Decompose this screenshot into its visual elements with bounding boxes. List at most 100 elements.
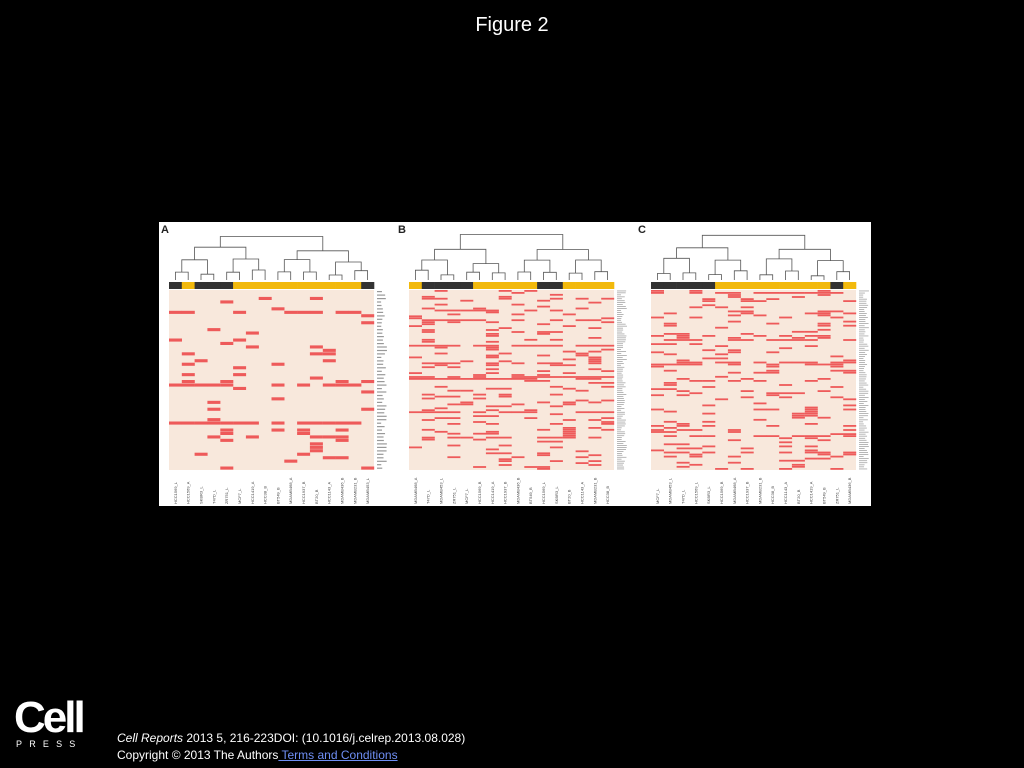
sample-label: HCC1419_A (250, 481, 255, 504)
heatmap-cell (663, 388, 677, 390)
heatmap-cell (676, 335, 690, 337)
heatmap-cell (830, 468, 844, 470)
row-label-mark (377, 429, 383, 431)
row-label-mark (377, 443, 387, 445)
row-label-mark (377, 322, 382, 324)
dendrogram-branch (663, 257, 690, 274)
row-label-mark (617, 439, 622, 440)
row-label-mark (617, 386, 626, 388)
row-label-mark (377, 391, 387, 393)
heatmap-cell (588, 358, 602, 361)
heatmap-cell (588, 327, 602, 329)
heatmap-cell (779, 445, 793, 448)
heatmap-cell (727, 439, 741, 442)
row-label-mark (377, 467, 383, 469)
terms-link[interactable]: Terms and Conditions (278, 748, 398, 762)
row-label-mark (377, 419, 387, 421)
row-label-mark (859, 364, 868, 365)
heatmap-cell (830, 365, 844, 368)
heatmap-cell (473, 378, 487, 380)
row-label-mark (377, 381, 385, 383)
row-label-mark (377, 439, 384, 442)
row-label-mark (377, 308, 383, 310)
heatmap-cell (511, 292, 525, 294)
heatmap-cell (335, 421, 349, 425)
heatmap-cell (663, 427, 677, 429)
heatmap-cell (309, 445, 323, 449)
heatmap-cell (791, 465, 805, 468)
row-label-mark (859, 329, 865, 331)
heatmap-cell (511, 344, 525, 347)
heatmap-cell (562, 436, 576, 439)
heatmap-cell (689, 429, 703, 431)
heatmap-cell (766, 292, 780, 294)
sample-label: MDAMB468_A (732, 477, 737, 504)
heatmap-cell (804, 380, 818, 382)
heatmap-cell (181, 383, 195, 387)
heatmap-cell (271, 362, 285, 366)
heatmap-cell (830, 369, 844, 372)
heatmap-cell (473, 344, 487, 347)
heatmap-cell (817, 457, 831, 460)
heatmap-cell (284, 459, 298, 463)
row-label-mark (617, 456, 627, 458)
row-label-mark (859, 468, 868, 470)
heatmap-cell (194, 383, 208, 387)
heatmap-cell (549, 344, 563, 347)
group-bar-cell (830, 282, 844, 289)
heatmap-cell (245, 345, 259, 349)
row-label-mark (617, 345, 623, 347)
dendrogram-branch (733, 270, 748, 280)
heatmap-cell (766, 435, 780, 437)
heatmap-cell (727, 349, 741, 352)
heatmap-cell (804, 335, 818, 337)
row-label-mark (617, 316, 623, 317)
row-label-mark (377, 294, 386, 296)
heatmap-cell (676, 465, 690, 468)
heatmap-cell (434, 297, 448, 300)
heatmap-background (409, 290, 614, 470)
heatmap-cell (663, 451, 677, 454)
row-label-mark (859, 382, 867, 384)
row-label-mark (617, 390, 623, 392)
heatmap-cell (727, 431, 741, 433)
heatmap-cell (779, 437, 793, 440)
heatmap-cell (194, 359, 208, 363)
heatmap-cell (309, 449, 323, 453)
row-label-mark (617, 325, 627, 327)
heatmap-cell (715, 353, 729, 356)
row-label-mark (859, 290, 869, 292)
heatmap-cell (322, 352, 336, 356)
heatmap-cell (843, 339, 857, 341)
heatmap-cell (421, 428, 435, 431)
heatmap-cell (434, 346, 448, 349)
heatmap-cell (715, 345, 729, 347)
heatmap-cell (549, 297, 563, 300)
heatmap-cell (511, 303, 525, 306)
row-label-mark (859, 427, 867, 429)
heatmap-cell (791, 292, 805, 294)
heatmap-cell (549, 393, 563, 396)
heatmap-cell (562, 325, 576, 327)
heatmap-cell (804, 449, 818, 452)
dendrogram-branch (200, 273, 215, 280)
heatmap-cell (715, 375, 729, 378)
figure-heatmaps: A HCC1569_L HCC1569_A SKBR3_L T47D_L ZR751_L M… (161, 224, 869, 504)
heatmap-cell (817, 451, 831, 454)
row-label-mark (859, 311, 865, 312)
row-label-mark (617, 453, 622, 454)
heatmap-cell (689, 380, 703, 382)
row-label-mark (617, 343, 624, 345)
row-label-mark (859, 298, 867, 300)
heatmap-cell (676, 429, 690, 431)
heatmap-cell (830, 361, 844, 364)
group-bar-cell (284, 282, 298, 289)
heatmap-cell (804, 435, 818, 437)
dendrogram-branch (459, 234, 564, 250)
heatmap-cell (766, 351, 780, 354)
heatmap-cell (817, 416, 831, 419)
heatmap-cell (549, 446, 563, 449)
heatmap-cell (753, 408, 767, 411)
heatmap-cell (601, 321, 615, 324)
heatmap-cell (791, 435, 805, 437)
